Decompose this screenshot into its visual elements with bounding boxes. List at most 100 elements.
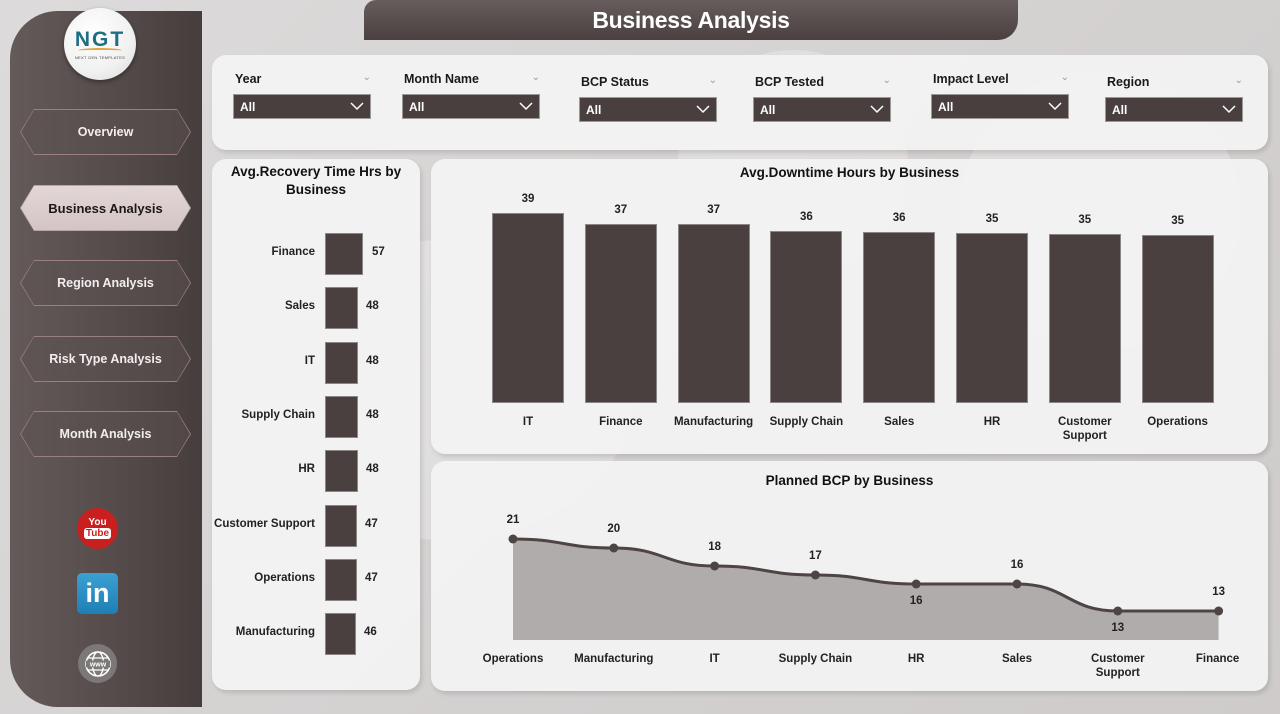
bar-value-label: 36 [892,212,906,224]
sidebar: NGT NEXT GEN TEMPLATES Overview Business… [10,8,202,707]
page-header: Business Analysis [364,0,1018,40]
data-point-marker[interactable] [710,561,720,571]
bar[interactable] [584,224,657,403]
recovery-time-chart: Avg.Recovery Time Hrs by Business Financ… [212,159,420,690]
data-point-marker[interactable] [911,579,921,589]
bar-row: Customer Support 47 [212,504,420,547]
nav-risk-type-analysis-button[interactable]: Risk Type Analysis [20,336,191,382]
logo-swoosh-icon [78,47,122,53]
bar-row: Supply Chain 48 [212,395,420,438]
chart-title: Avg.Recovery Time Hrs by Business [230,164,402,197]
bar[interactable] [325,287,358,330]
bar[interactable] [325,341,358,384]
bar-category-label: Supply Chain [241,408,315,421]
nav-region-analysis-button[interactable]: Region Analysis [20,260,191,306]
data-point-marker[interactable] [508,534,518,544]
nav-label: Overview [77,125,134,139]
bar[interactable] [492,213,564,403]
chart-title: Avg.Downtime Hours by Business [739,165,960,180]
bar-category-label: Sales [884,416,915,428]
nav-label: Business Analysis [48,200,163,216]
category-label: IT [709,653,720,665]
bar[interactable] [1048,234,1121,403]
impact-level-dropdown[interactable]: All [931,94,1069,119]
data-point-marker[interactable] [1012,579,1022,589]
bar[interactable] [863,232,936,403]
bar-category-label: Customer Support [214,517,315,530]
data-point-marker[interactable] [810,570,820,580]
bar[interactable] [325,613,356,656]
planned-bcp-chart: Planned BCP by Business 21 Operations 20 Ma… [431,461,1268,691]
data-point-label: 17 [808,550,822,562]
region-dropdown[interactable]: All [1105,97,1243,122]
nav-label: Risk Type Analysis [49,352,162,366]
chevron-down-icon [870,105,884,114]
data-point-marker[interactable] [1113,606,1123,616]
data-point-label: 21 [506,514,520,526]
bcp-status-dropdown[interactable]: All [579,97,717,122]
bar-value-label: 48 [366,300,379,313]
bar-category-label: Manufacturing [235,626,315,639]
bar[interactable] [770,231,843,403]
data-point-marker[interactable] [1214,606,1224,616]
slicer-label: Month Name [404,72,479,86]
youtube-icon[interactable]: You Tube [77,508,118,549]
bar[interactable] [956,233,1028,403]
globe-icon: www [84,650,111,677]
chevron-down-icon[interactable]: ⌄ [708,75,717,86]
bar[interactable] [325,450,358,493]
nav-label: Region Analysis [57,276,154,290]
chevron-down-icon[interactable]: ⌄ [362,72,371,83]
bar-value-label: 47 [365,571,378,584]
bar[interactable] [325,504,357,547]
chevron-down-icon [1222,105,1236,114]
bar-category-label: Sales [284,300,315,313]
chevron-down-icon [350,102,364,111]
bar-category-label: Operations [254,571,315,584]
bar-category-label: Customer Support [1057,416,1112,442]
bar[interactable] [677,224,750,403]
category-label: Operations [482,653,544,665]
bar-value-label: 35 [1078,214,1092,226]
bar-row: HR 48 [212,450,420,493]
bar-value-label: 57 [372,246,385,258]
category-label: Manufacturing [574,653,654,665]
linkedin-icon[interactable]: in [77,573,118,614]
bar-category-label: HR [983,416,1001,428]
year-dropdown[interactable]: All [233,94,371,119]
nav-month-analysis-button[interactable]: Month Analysis [20,411,191,457]
page-title: Business Analysis [592,6,790,33]
bcp-tested-dropdown[interactable]: All [753,97,891,122]
chevron-down-icon[interactable]: ⌄ [1234,75,1243,86]
bar-row: Finance 57 [212,233,420,275]
bar[interactable] [325,558,357,601]
logo-subtitle: NEXT GEN TEMPLATES [74,54,126,60]
nav-business-analysis-button[interactable]: Business Analysis [20,185,191,231]
chevron-down-icon[interactable]: ⌄ [882,75,891,86]
data-point-marker[interactable] [609,543,619,553]
bar-value-label: 47 [365,517,378,530]
category-label: Finance [1195,653,1240,665]
bar-value-label: 35 [1171,215,1184,227]
data-point-label: 13 [1212,586,1225,598]
website-globe-icon[interactable]: www [78,644,117,683]
bar[interactable] [1141,235,1214,403]
bar-value-label: 46 [364,626,377,639]
bar-value-label: 35 [985,213,999,225]
bar[interactable] [325,233,363,275]
data-point-label: 13 [1111,622,1125,634]
chevron-down-icon[interactable]: ⌄ [1060,72,1069,83]
trend-line [512,537,1219,613]
category-label: Supply Chain [778,653,853,665]
bar-category-label: Finance [271,246,315,258]
slicer-label: BCP Tested [755,75,825,89]
chevron-down-icon[interactable]: ⌄ [531,72,540,83]
bar[interactable] [325,395,358,438]
month-name-dropdown[interactable]: All [402,94,540,119]
chevron-down-icon [519,102,533,111]
bar-value-label: 37 [707,204,720,216]
ngt-logo[interactable]: NGT NEXT GEN TEMPLATES [64,8,136,80]
nav-overview-button[interactable]: Overview [20,109,191,155]
data-point-label: 20 [607,523,621,535]
bar-row: Sales 48 [212,287,420,330]
